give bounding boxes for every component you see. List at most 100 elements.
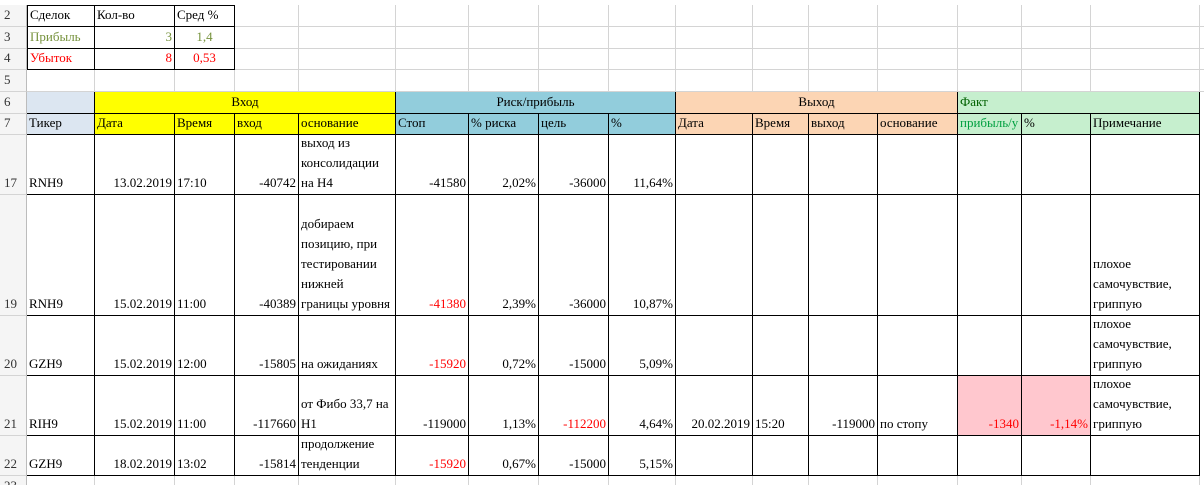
cell-text: 17:10 xyxy=(177,175,207,190)
cell-text: % xyxy=(611,115,622,130)
cell-text: -112200 xyxy=(563,416,606,431)
empty-cell xyxy=(609,70,676,92)
cell-text: Убыток xyxy=(30,50,73,65)
empty-cell xyxy=(1022,5,1091,27)
empty-cell xyxy=(469,476,539,485)
empty-cell xyxy=(958,436,1022,476)
empty-cell xyxy=(1022,436,1091,476)
column-header: прибыль/у xyxy=(958,114,1022,135)
empty-cell xyxy=(27,476,95,485)
empty-cell xyxy=(753,70,809,92)
cell-text: Дата xyxy=(678,115,704,130)
data-cell: 13:02 xyxy=(175,436,235,476)
column-header: Примечание xyxy=(1091,114,1200,135)
data-cell: 11:00 xyxy=(175,376,235,436)
empty-cell xyxy=(676,70,753,92)
data-cell: -15000 xyxy=(539,316,609,376)
empty-cell xyxy=(809,195,878,316)
empty-cell xyxy=(539,49,609,70)
cell-text: -117660 xyxy=(253,416,296,431)
cell-text: 3 xyxy=(165,29,173,44)
column-header: Стоп xyxy=(396,114,469,135)
column-header: % xyxy=(609,114,676,135)
row-number-text: 3 xyxy=(4,29,11,44)
summary-cell: Убыток xyxy=(27,49,95,70)
empty-cell xyxy=(235,5,299,27)
data-cell: RIH9 xyxy=(27,376,95,436)
empty-cell xyxy=(676,135,753,195)
empty-cell xyxy=(175,70,235,92)
data-cell: 15:20 xyxy=(753,376,809,436)
empty-cell xyxy=(958,49,1022,70)
empty-cell xyxy=(1091,70,1200,92)
summary-header: Сред % xyxy=(175,5,235,27)
cell-text: Тикер xyxy=(29,115,62,130)
data-cell: -36000 xyxy=(539,135,609,195)
empty-cell xyxy=(1200,5,1204,27)
empty-cell xyxy=(958,316,1022,376)
empty-cell xyxy=(809,316,878,376)
empty-cell xyxy=(958,27,1022,49)
empty-cell xyxy=(95,70,175,92)
cell-text: -36000 xyxy=(569,175,606,190)
data-cell: продолжение тенденции xyxy=(299,436,396,476)
cell-text: 13.02.2019 xyxy=(113,175,173,190)
data-cell: 20.02.2019 xyxy=(676,376,753,436)
column-header: % xyxy=(1022,114,1091,135)
empty-cell xyxy=(676,436,753,476)
summary-header: Сделок xyxy=(27,5,95,27)
cell-text: -41580 xyxy=(429,175,466,190)
empty-cell xyxy=(809,70,878,92)
empty-cell xyxy=(809,436,878,476)
cell-text: RNH9 xyxy=(29,296,63,311)
empty-cell xyxy=(676,476,753,485)
empty-cell xyxy=(299,5,396,27)
empty-cell xyxy=(609,27,676,49)
cell-text: 0,72% xyxy=(502,356,536,371)
data-cell: 17:10 xyxy=(175,135,235,195)
empty-cell xyxy=(1091,5,1200,27)
cell-text: от Фибо 33,7 на H1 xyxy=(301,396,389,431)
empty-cell xyxy=(958,195,1022,316)
row-number: 17 xyxy=(0,135,27,195)
cell-text: -36000 xyxy=(569,296,606,311)
row-number-text: 20 xyxy=(4,356,17,371)
empty-cell xyxy=(235,70,299,92)
data-cell: -15814 xyxy=(235,436,299,476)
cell-text: 11:00 xyxy=(177,416,207,431)
empty-cell xyxy=(878,27,958,49)
ticker-header-top xyxy=(27,92,95,114)
row-number-text: 4 xyxy=(4,50,11,65)
data-cell: 5,15% xyxy=(609,436,676,476)
empty-cell xyxy=(1091,27,1200,49)
data-cell: -15805 xyxy=(235,316,299,376)
cell-text: -40389 xyxy=(259,296,296,311)
empty-cell xyxy=(1022,195,1091,316)
empty-cell xyxy=(469,49,539,70)
cell-text: 11,64% xyxy=(633,175,673,190)
empty-cell xyxy=(676,5,753,27)
data-cell: -112200 xyxy=(539,376,609,436)
cell-text: -15920 xyxy=(429,356,466,371)
empty-cell xyxy=(299,27,396,49)
cell-text: % xyxy=(1024,115,1035,130)
empty-cell xyxy=(299,70,396,92)
data-cell: добираем позицию, при тестировании нижне… xyxy=(299,195,396,316)
empty-cell xyxy=(1022,135,1091,195)
row-number-text: 2 xyxy=(4,7,11,22)
group-header: Вход xyxy=(95,92,396,114)
cell-text: Сред % xyxy=(177,7,219,22)
data-cell: -119000 xyxy=(809,376,878,436)
empty-cell xyxy=(235,476,299,485)
cell-text: -1340 xyxy=(988,416,1019,431)
empty-cell xyxy=(1200,49,1204,70)
row-number-text: 6 xyxy=(4,94,11,109)
data-cell: от Фибо 33,7 на H1 xyxy=(299,376,396,436)
empty-cell xyxy=(299,49,396,70)
summary-cell: 3 xyxy=(95,27,175,49)
data-cell: 13.02.2019 xyxy=(95,135,175,195)
empty-cell xyxy=(469,70,539,92)
data-cell: GZH9 xyxy=(27,316,95,376)
empty-cell xyxy=(809,135,878,195)
